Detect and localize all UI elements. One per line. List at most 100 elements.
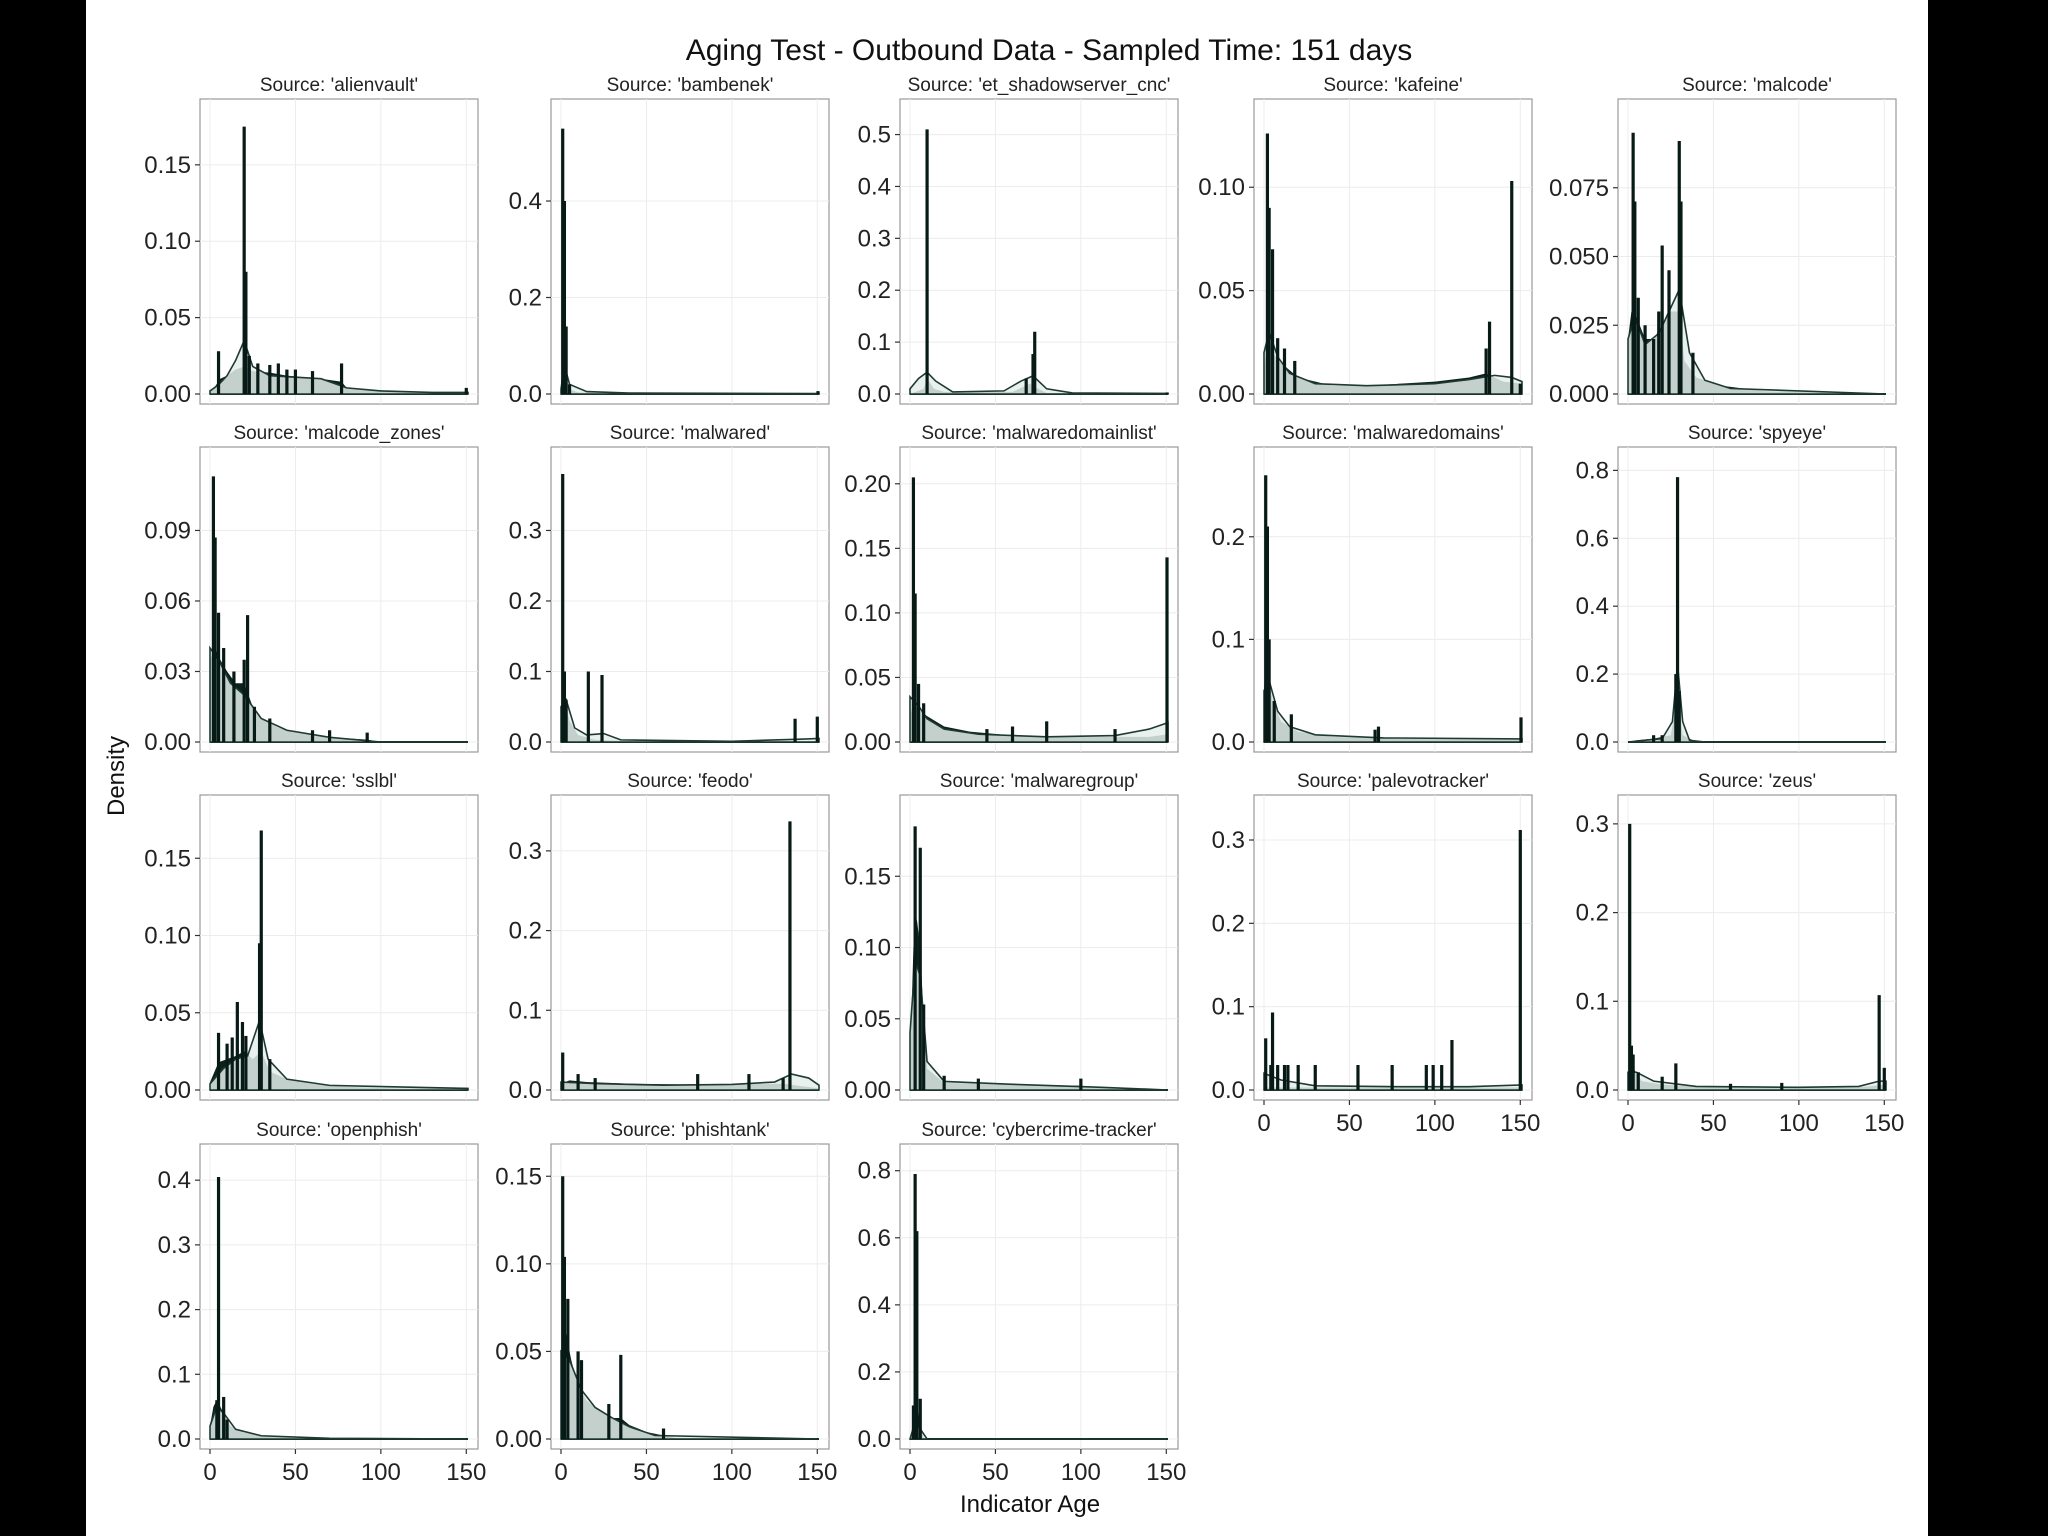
panel: Source: 'bambenek' 0.0 0.2 0.4 <box>509 75 830 408</box>
y-tick-label: 0.0 <box>1576 729 1609 756</box>
chart-title: Aging Test - Outbound Data - Sampled Tim… <box>686 34 1413 67</box>
panel-strip-label: Source: 'alienvault' <box>260 75 418 96</box>
panel-frame <box>199 1143 479 1450</box>
panel-strip-label: Source: 'et_shadowserver_cnc' <box>908 75 1171 96</box>
y-tick-label: 0.0 <box>1212 729 1245 756</box>
x-tick-label: 100 <box>712 1459 752 1486</box>
y-tick-label: 0.05 <box>144 305 191 332</box>
panel-frame <box>550 1143 830 1450</box>
panel-frame <box>899 1143 1179 1450</box>
panel: Source: 'openphish' 0.0 0.1 0.2 0.3 0.4 0 50 100… <box>158 1120 487 1486</box>
y-tick-label: 0.0 <box>1212 1077 1245 1104</box>
y-tick-label: 0.15 <box>144 152 191 179</box>
y-tick-label: 0.00 <box>844 729 891 756</box>
y-tick-label: 0.10 <box>1198 174 1245 201</box>
panel: Source: 'phishtank' 0.00 0.05 0.10 0.15 0 50 10… <box>495 1120 837 1486</box>
y-tick-label: 0.10 <box>844 935 891 962</box>
x-tick-label: 50 <box>633 1459 660 1486</box>
density-curve <box>560 1073 820 1091</box>
y-tick-label: 0.3 <box>158 1232 191 1259</box>
panel: Source: 'malwaregroup' 0.00 0.05 0.10 0.15 <box>844 771 1179 1104</box>
x-tick-label: 0 <box>1257 1110 1270 1137</box>
y-tick-label: 0.1 <box>1212 994 1245 1021</box>
panel-frame <box>550 98 830 405</box>
y-tick-label: 0.8 <box>858 1158 891 1185</box>
panel: Source: 'malwared' 0.0 0.1 0.2 0.3 <box>509 423 830 756</box>
y-tick-label: 0.1 <box>858 329 891 356</box>
y-tick-label: 0.3 <box>1576 811 1609 838</box>
x-axis-title: Indicator Age <box>960 1491 1100 1518</box>
panel-frame <box>899 98 1179 405</box>
y-tick-label: 0.20 <box>844 471 891 498</box>
y-tick-label: 0.09 <box>144 517 191 544</box>
y-tick-label: 0.0 <box>509 1077 542 1104</box>
y-tick-label: 0.0 <box>509 381 542 408</box>
panel: Source: 'malcode_zones' 0.00 0.03 0.06 0.09 <box>144 423 479 756</box>
y-tick-label: 0.0 <box>858 1426 891 1453</box>
y-tick-label: 0.1 <box>509 658 542 685</box>
panel-strip-label: Source: 'zeus' <box>1698 771 1816 792</box>
y-tick-label: 0.6 <box>1576 525 1609 552</box>
x-tick-label: 50 <box>282 1459 309 1486</box>
y-tick-label: 0.0 <box>858 381 891 408</box>
y-tick-label: 0.4 <box>858 1292 891 1319</box>
y-tick-label: 0.1 <box>158 1361 191 1388</box>
y-tick-label: 0.05 <box>844 1006 891 1033</box>
figure: Aging Test - Outbound Data - Sampled Tim… <box>86 0 1928 1536</box>
y-tick-label: 0.15 <box>844 535 891 562</box>
histogram-body <box>910 703 1168 742</box>
y-tick-label: 0.2 <box>858 277 891 304</box>
panels: Source: 'alienvault'0.000.050.100.15Sour… <box>144 75 1904 1486</box>
panel-strip-label: Source: 'bambenek' <box>607 75 774 96</box>
y-tick-label: 0.2 <box>158 1297 191 1324</box>
x-tick-label: 0 <box>903 1459 916 1486</box>
panel: Source: 'malcode' 0.000 0.025 0.050 0.075 <box>1549 75 1897 408</box>
y-tick-label: 0.2 <box>509 918 542 945</box>
panel-strip-label: Source: 'malcode' <box>1682 75 1832 96</box>
y-tick-label: 0.4 <box>858 173 891 200</box>
panel-strip-label: Source: 'malwared' <box>610 423 770 444</box>
x-tick-label: 50 <box>1336 1110 1363 1137</box>
y-tick-label: 0.00 <box>144 381 191 408</box>
y-tick-label: 0.3 <box>858 225 891 252</box>
y-axis-title: Density <box>103 736 130 816</box>
panel-strip-label: Source: 'malwaredomains' <box>1282 423 1504 444</box>
panel-strip-label: Source: 'malcode_zones' <box>233 423 444 444</box>
panel: Source: 'cybercrime-tracker' 0.0 0.2 0.4 0.6… <box>858 1120 1187 1486</box>
panel-frame <box>1617 446 1897 753</box>
facet-chart: Aging Test - Outbound Data - Sampled Tim… <box>103 34 1904 1518</box>
x-tick-label: 50 <box>1700 1110 1727 1137</box>
y-tick-label: 0.05 <box>844 664 891 691</box>
y-tick-label: 0.075 <box>1549 175 1609 202</box>
panel-strip-label: Source: 'malwaredomainlist' <box>921 423 1156 444</box>
y-tick-label: 0.2 <box>509 588 542 615</box>
y-tick-label: 0.10 <box>844 600 891 627</box>
panel: Source: 'sslbl' 0.00 0.05 0.10 0.15 <box>144 771 479 1104</box>
y-tick-label: 0.15 <box>495 1163 542 1190</box>
y-tick-label: 0.03 <box>144 658 191 685</box>
y-tick-label: 0.00 <box>144 729 191 756</box>
y-tick-label: 0.10 <box>144 923 191 950</box>
density-curve <box>209 1017 469 1091</box>
y-tick-label: 0.1 <box>509 997 542 1024</box>
panel: Source: 'kafeine' 0.00 0.05 0.10 <box>1198 75 1533 408</box>
y-tick-label: 0.5 <box>858 122 891 149</box>
panel-strip-label: Source: 'feodo' <box>627 771 753 792</box>
y-tick-label: 0.00 <box>495 1426 542 1453</box>
panel-strip-label: Source: 'phishtank' <box>610 1120 769 1141</box>
panel-strip-label: Source: 'spyeye' <box>1688 423 1826 444</box>
x-tick-label: 100 <box>1415 1110 1455 1137</box>
y-tick-label: 0.05 <box>495 1338 542 1365</box>
y-tick-label: 0.00 <box>144 1077 191 1104</box>
x-tick-label: 0 <box>554 1459 567 1486</box>
panel-frame <box>1253 446 1533 753</box>
x-tick-label: 150 <box>1500 1110 1540 1137</box>
y-tick-label: 0.05 <box>144 1000 191 1027</box>
panel-frame <box>550 446 830 753</box>
y-tick-label: 0.4 <box>509 188 542 215</box>
panel: Source: 'alienvault' 0.00 0.05 0.10 0.15 <box>144 75 479 408</box>
y-tick-label: 0.050 <box>1549 244 1609 271</box>
panel-frame <box>899 446 1179 753</box>
x-tick-label: 150 <box>1864 1110 1904 1137</box>
density-curve <box>209 338 469 395</box>
